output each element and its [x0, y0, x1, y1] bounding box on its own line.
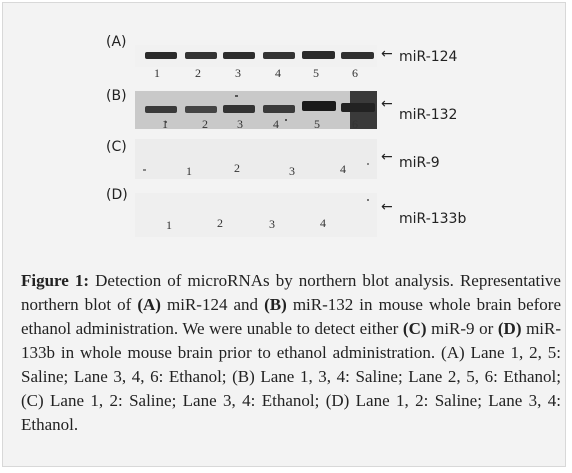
lane-a-2: 2 [195, 66, 201, 80]
caption-ref-c: (C) [402, 319, 427, 338]
arrow-b-icon: ← [381, 96, 393, 112]
caption-text-4: miR-9 or [426, 319, 498, 338]
lane-b-1: 1 [162, 117, 168, 131]
caption-ref-b: (B) [264, 295, 287, 314]
speck-b-2 [285, 119, 287, 121]
band-a-3 [223, 52, 255, 59]
lane-c-1: 1 [186, 164, 192, 178]
lane-b-4: 4 [273, 117, 279, 131]
blot-d-specks [367, 199, 369, 201]
arrow-a-icon: ← [381, 46, 393, 62]
lane-d-3: 3 [269, 217, 275, 231]
panel-a-letter: (A) [106, 34, 127, 50]
blot-b [135, 91, 377, 129]
arrow-c-icon: ← [381, 149, 393, 165]
caption-ref-a: (A) [137, 295, 161, 314]
lane-c-2: 2 [234, 161, 240, 175]
band-a-6 [341, 52, 374, 59]
lane-a-5: 5 [313, 66, 319, 80]
lane-b-3: 3 [237, 117, 243, 131]
label-mir-132: miR-132 [399, 107, 458, 123]
speck-b-3 [165, 121, 167, 123]
band-b-6 [341, 103, 375, 112]
caption-text-2: miR-124 and [160, 295, 265, 314]
lane-d-1: 1 [166, 218, 172, 232]
caption-text-1: Detection of microRNAs by northern blot … [21, 271, 561, 314]
caption-label: Figure 1: [21, 271, 90, 290]
panel-b-letter: (B) [106, 88, 127, 104]
band-b-3 [223, 105, 255, 113]
blot-d [135, 193, 377, 237]
band-a-2 [185, 52, 217, 59]
lane-c-4: 4 [340, 162, 346, 176]
figure-box: (A) 1 2 3 4 5 6 ← miR-124 (B) 1 [2, 2, 566, 467]
label-mir-9: miR-9 [399, 155, 440, 171]
caption-text-5: miR-133b in whole mouse brain prior to e… [21, 319, 562, 434]
lane-d-2: 2 [217, 216, 223, 230]
arrow-d-icon: ← [381, 199, 393, 215]
band-a-5 [302, 51, 335, 59]
blot-c [135, 139, 377, 179]
lane-b-6: 6 [352, 117, 358, 131]
caption-text-3: miR-132 in mouse whole brain before etha… [21, 295, 561, 338]
blot-c-specks [143, 163, 369, 171]
label-mir-133b: miR-133b [399, 211, 467, 227]
band-b-2 [185, 106, 217, 113]
lane-d-4: 4 [320, 216, 326, 230]
lane-a-4: 4 [275, 66, 281, 80]
blot-a [135, 45, 377, 67]
speck-c-1 [143, 169, 146, 171]
lane-a-6: 6 [352, 66, 358, 80]
speck-d-1 [367, 199, 369, 201]
panel-d-letter: (D) [106, 187, 128, 203]
speck-c-2 [367, 163, 369, 165]
band-a-4 [263, 52, 295, 59]
lane-a-3: 3 [235, 66, 241, 80]
blot-a-bands [145, 51, 374, 59]
band-b-1 [145, 106, 177, 113]
speck-b-1 [235, 95, 238, 97]
lane-b-2: 2 [202, 117, 208, 131]
caption-ref-d: (D) [497, 319, 522, 338]
label-mir-124: miR-124 [399, 49, 458, 65]
band-b-4 [263, 105, 295, 113]
panel-c-letter: (C) [106, 139, 127, 155]
figure-caption: Figure 1: Detection of microRNAs by nort… [21, 269, 561, 437]
blot-b-bands [145, 91, 377, 129]
lane-a-1: 1 [154, 66, 160, 80]
lane-c-3: 3 [289, 164, 295, 178]
lane-b-5: 5 [314, 117, 320, 131]
band-b-5 [302, 101, 336, 111]
band-a-1 [145, 52, 177, 59]
